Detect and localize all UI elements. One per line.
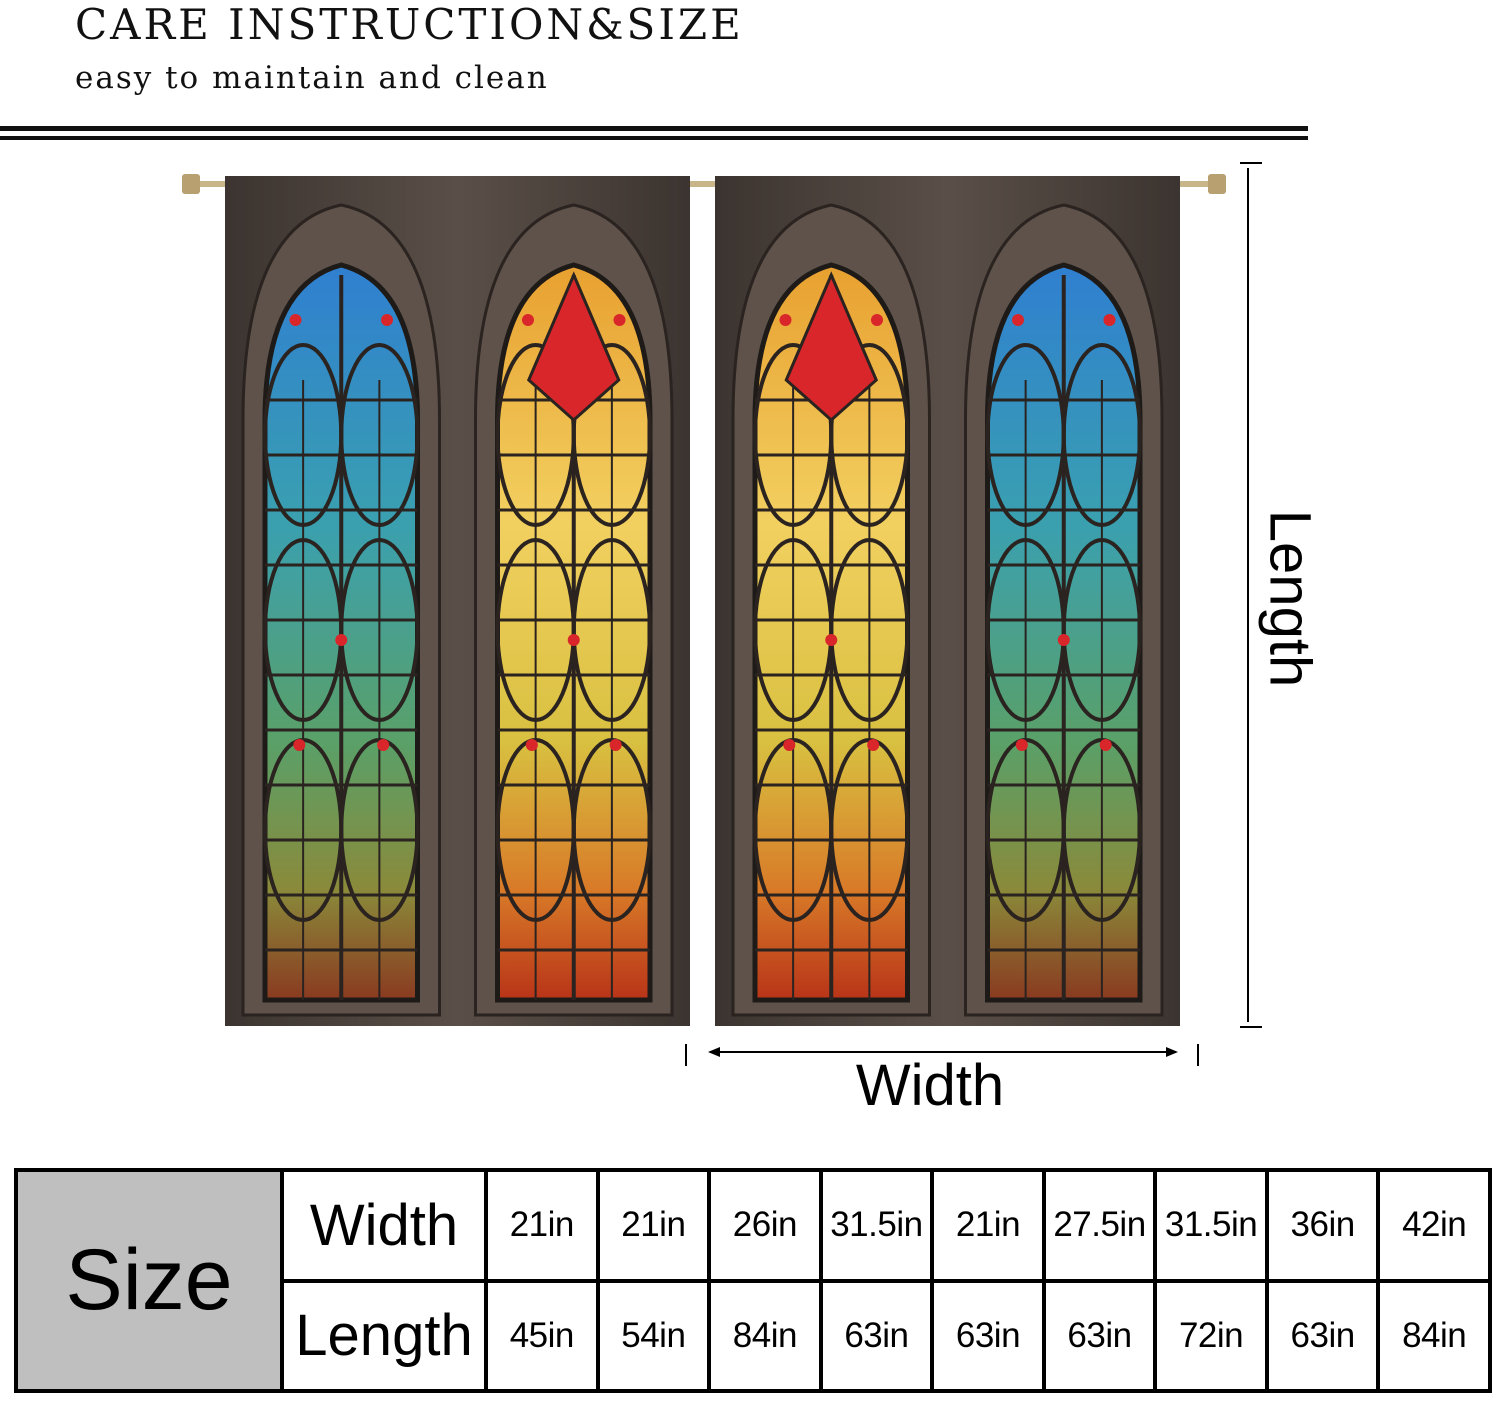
width-cell: 21in [930,1168,1046,1283]
length-cell: 63in [1041,1278,1158,1393]
width-cell: 26in [707,1168,823,1283]
width-cell: 31.5in [818,1168,935,1283]
width-row-header: Width [280,1168,488,1283]
width-label: Width [855,1053,1005,1118]
length-cell: 72in [1153,1278,1269,1393]
size-header: Size [14,1168,284,1393]
length-cell: 45in [484,1278,600,1393]
length-cell: 63in [930,1278,1046,1393]
width-cell: 21in [484,1168,600,1283]
length-label: Length [1257,509,1323,688]
page-title: CARE INSTRUCTION&SIZE [75,0,744,49]
width-cell: 31.5in [1153,1168,1269,1283]
stained-glass-window [474,203,674,1017]
stained-glass-window [731,203,931,1017]
width-dimension-line [685,1044,1199,1066]
stained-glass-window [964,203,1164,1017]
divider [0,136,1308,140]
width-cell: 42in [1376,1168,1492,1283]
stained-glass-window [241,203,441,1017]
curtain-illustration [182,162,1262,1066]
length-row-header: Length [280,1278,488,1393]
curtain-panel [715,176,1180,1026]
curtain-panel [225,176,690,1026]
width-cell: 21in [595,1168,712,1283]
table-row: Size Width 21in 21in 26in 31.5in 21in 27… [14,1168,1492,1393]
length-cell: 54in [595,1278,712,1393]
divider [0,126,1308,131]
length-cell: 63in [1264,1278,1381,1393]
length-cell: 63in [818,1278,935,1393]
width-cell: 27.5in [1041,1168,1158,1283]
table-row: Length 45in 54in 84in 63in 63in 63in 72i… [16,1278,1492,1393]
length-cell: 84in [707,1278,823,1393]
length-cell: 84in [1376,1278,1492,1393]
width-cell: 36in [1264,1168,1381,1283]
size-table: Size Width 21in 21in 26in 31.5in 21in 27… [14,1168,1492,1393]
length-dimension-line [1240,162,1262,1028]
page-subtitle: easy to maintain and clean [75,60,549,96]
curtain-rod [182,174,1226,194]
